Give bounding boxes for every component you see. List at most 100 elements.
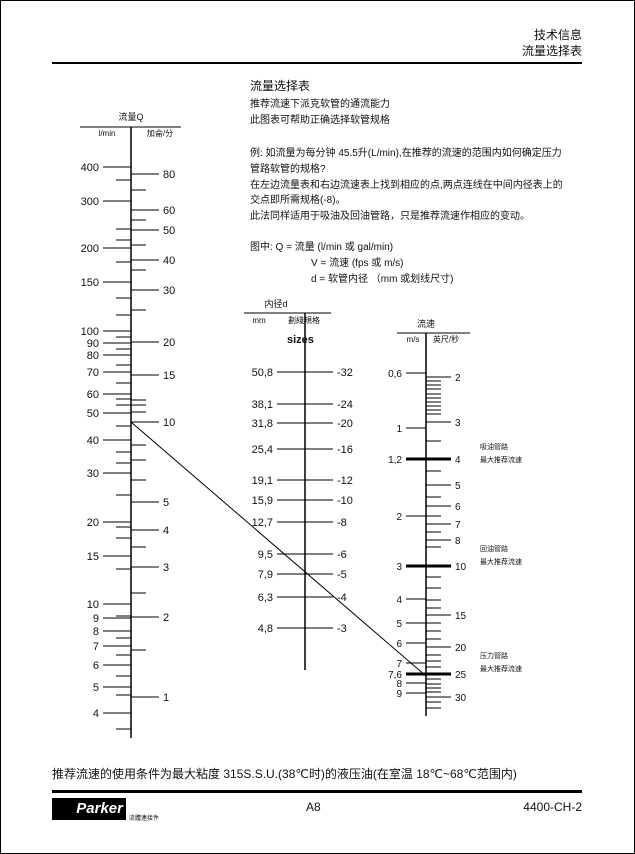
flow-lpm-label: 30 <box>87 468 99 480</box>
flow-lpm-label: 70 <box>87 367 99 379</box>
diameter-size-label: -12 <box>337 475 353 487</box>
flow-gpm-label: 1 <box>163 692 169 704</box>
flow-gpm-label: 60 <box>163 205 175 217</box>
flow-lpm-label: 10 <box>87 599 99 611</box>
flow-gpm-label: 80 <box>163 169 175 181</box>
diameter-mm-label: 50,8 <box>252 367 273 379</box>
intro-line: 此图表可帮助正确选择软管规格 <box>250 115 390 126</box>
flow-lpm-label: 400 <box>81 162 99 174</box>
diameter-size-label: -10 <box>337 495 353 507</box>
velocity-right-unit: 英尺/秒 <box>433 334 459 344</box>
flow-lpm-label: 200 <box>81 243 99 255</box>
flow-lpm-label: 7 <box>93 641 99 653</box>
velocity-fps-label: 2 <box>455 373 461 384</box>
return-note: 回油管路 <box>480 544 508 553</box>
flow-scale-title: 流量Q <box>118 111 143 122</box>
flow-right-unit: 加侖/分 <box>147 128 173 138</box>
diameter-mm-label: 7,9 <box>258 569 273 581</box>
return-note: 最大推荐流速 <box>480 557 522 566</box>
velocity-ms-label: 7 <box>396 659 402 670</box>
diameter-size-label: -4 <box>337 592 347 604</box>
legend-line: V = 流速 (fps 或 m/s) <box>311 258 404 269</box>
flow-gpm-label: 50 <box>163 225 175 237</box>
diameter-size-label: -5 <box>337 569 347 581</box>
velocity-ms-label: 2 <box>396 512 402 523</box>
velocity-ms-label: 7,6 <box>388 670 402 681</box>
diameter-left-unit: mm <box>252 316 266 325</box>
flow-lpm-label: 4 <box>93 708 99 720</box>
doc-code: 4400-CH-2 <box>523 800 582 814</box>
legend-line: 图中: Q = 流量 (l/min 或 gal/min) <box>250 242 394 253</box>
velocity-fps-label: 15 <box>455 611 467 622</box>
diameter-size-label: -32 <box>337 367 353 379</box>
diameter-mm-label: 31,8 <box>252 418 273 430</box>
diameter-scale-title: 内径d <box>264 298 287 309</box>
diameter-mm-label: 25,4 <box>252 444 273 456</box>
header-section: 技术信息 <box>533 28 582 42</box>
flow-lpm-label: 80 <box>87 350 99 362</box>
intro-line: 推荐流速下派克软管的通流能力 <box>250 99 390 110</box>
sizes-label: sizes <box>287 334 314 346</box>
flow-gpm-label: 10 <box>163 417 175 429</box>
velocity-ms-label: 3 <box>396 562 402 573</box>
example-line: 管路软管的规格? <box>250 164 326 175</box>
suction-note: 最大推荐流速 <box>480 455 522 464</box>
velocity-ms-label: 0,6 <box>388 369 402 380</box>
example-connecting-line <box>130 421 427 677</box>
velocity-fps-label: 3 <box>455 418 461 429</box>
logo-caption: 流體連接件 <box>129 816 160 822</box>
flow-lpm-label: 5 <box>93 682 99 694</box>
flow-gpm-label: 15 <box>163 370 175 382</box>
flow-gpm-label: 2 <box>163 612 169 624</box>
velocity-ms-label: 4 <box>396 595 402 606</box>
flow-left-unit: l/min <box>99 129 116 138</box>
diameter-mm-label: 6,3 <box>258 592 273 604</box>
velocity-fps-label: 10 <box>455 562 467 573</box>
diameter-size-label: -20 <box>337 418 353 430</box>
example-line: 交点即所需规格(-8)。 <box>250 195 346 206</box>
flow-gpm-label: 20 <box>163 337 175 349</box>
intro-title: 流量选择表 <box>250 79 311 93</box>
pressure-note: 压力管路 <box>480 651 508 660</box>
flow-lpm-label: 150 <box>81 277 99 289</box>
velocity-ms-label: 8 <box>396 679 402 690</box>
diameter-mm-label: 9,5 <box>258 549 273 561</box>
parker-logo: Parker <box>52 798 126 820</box>
flow-gpm-label: 4 <box>163 525 169 537</box>
flow-gpm-label: 40 <box>163 255 175 267</box>
velocity-fps-label: 6 <box>455 502 461 513</box>
flow-lpm-label: 9 <box>93 613 99 625</box>
footer-divider <box>52 790 582 793</box>
flow-lpm-label: 40 <box>87 435 99 447</box>
diameter-size-label: -3 <box>337 623 347 635</box>
velocity-fps-label: 4 <box>455 455 461 466</box>
diameter-mm-label: 15,9 <box>252 495 273 507</box>
diameter-size-label: -16 <box>337 444 353 456</box>
velocity-scale-title: 流速 <box>417 318 435 329</box>
legend-line: d = 软管内径 （mm 或划线尺寸) <box>311 274 454 285</box>
flow-lpm-label: 6 <box>93 660 99 672</box>
velocity-fps-label: 7 <box>455 520 461 531</box>
pressure-note: 最大推荐流速 <box>480 664 522 673</box>
flow-gpm-label: 5 <box>163 497 169 509</box>
flow-lpm-label: 15 <box>87 551 99 563</box>
example-line: 此法同样适用于吸油及回油管路，只是推荐流速作相应的变动。 <box>250 211 530 222</box>
diameter-right-unit: 劃綫規格 <box>288 315 320 325</box>
velocity-left-unit: m/s <box>407 335 420 344</box>
example-line: 例: 如流量为每分钟 45.5升(L/min),在推荐的流速的范围内如何确定压力 <box>250 148 562 159</box>
velocity-ms-label: 5 <box>396 619 402 630</box>
example-line: 在左边流量表和右边流速表上找到相应的点,两点连线在中间内径表上的 <box>250 180 563 191</box>
diameter-size-label: -24 <box>337 399 353 411</box>
velocity-fps-label: 30 <box>455 693 467 704</box>
diameter-mm-label: 4,8 <box>258 623 273 635</box>
velocity-ms-label: 9 <box>396 689 402 700</box>
flow-lpm-label: 60 <box>87 389 99 401</box>
diameter-size-label: -6 <box>337 549 347 561</box>
velocity-fps-label: 20 <box>455 643 467 654</box>
velocity-fps-label: 5 <box>455 481 461 492</box>
suction-note: 吸油管路 <box>480 442 508 451</box>
flow-lpm-label: 50 <box>87 408 99 420</box>
header-divider <box>52 62 582 64</box>
velocity-fps-label: 25 <box>455 670 467 681</box>
